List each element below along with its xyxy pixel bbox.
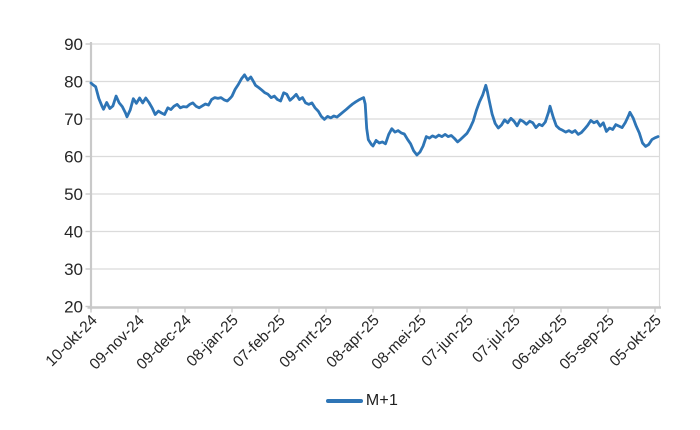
y-axis-label-50: 50 — [64, 185, 83, 204]
y-axis-label-40: 40 — [64, 223, 83, 242]
y-axis-label-30: 30 — [64, 260, 83, 279]
legend-label: M+1 — [365, 392, 399, 409]
y-axis-label-80: 80 — [64, 73, 83, 92]
chart-legend: M+1 — [0, 392, 700, 410]
x-axis-label-8: 07-jun-25 — [418, 312, 476, 370]
legend-line-swatch — [325, 399, 363, 403]
x-axis-label-12: 05-okt-25 — [607, 312, 665, 370]
y-axis-label-70: 70 — [64, 110, 83, 129]
series-line-M+1 — [89, 73, 660, 157]
y-axis-label-20: 20 — [64, 298, 83, 317]
y-axis-label-60: 60 — [64, 148, 83, 167]
y-axis-label-90: 90 — [64, 35, 83, 54]
